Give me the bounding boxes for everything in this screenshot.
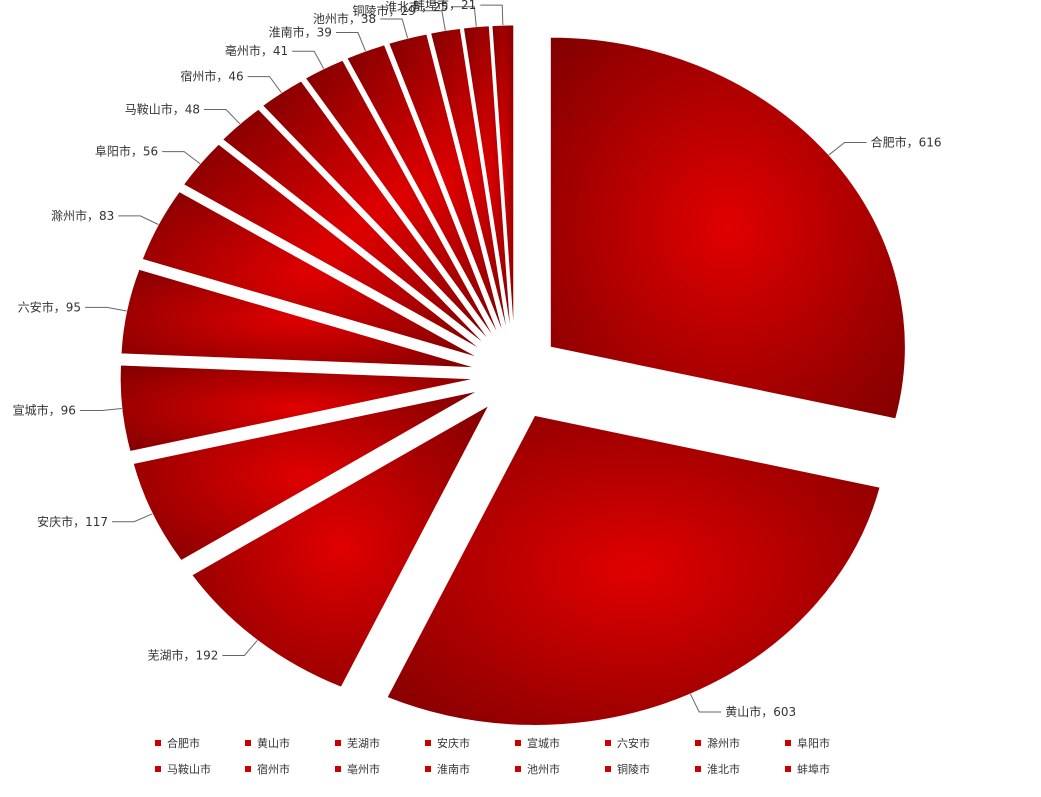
leader-line: [162, 151, 201, 165]
slice-label: 淮南市，39: [269, 25, 332, 40]
legend-item[interactable]: 六安市: [605, 736, 650, 750]
pie-slice[interactable]: [191, 404, 491, 688]
legend-label: 合肥市: [167, 736, 200, 750]
legend-marker: [605, 740, 611, 746]
legend-marker: [155, 766, 161, 772]
slice-label: 池州市，38: [313, 11, 376, 26]
legend-item[interactable]: 阜阳市: [785, 736, 830, 750]
legend-item[interactable]: 淮北市: [695, 762, 740, 776]
legend-item[interactable]: 马鞍山市: [155, 762, 211, 776]
leader-lines: [79, 4, 867, 713]
legend-label: 芜湖市: [347, 736, 380, 750]
legend-label: 池州市: [527, 762, 560, 776]
legend-label: 亳州市: [347, 762, 380, 776]
legend-item[interactable]: 亳州市: [335, 762, 380, 776]
legend-item[interactable]: 安庆市: [425, 736, 470, 750]
slice-labels: 合肥市，616 黄山市，603 芜湖市，192 安庆市，117 宣城市，96 六安市，95…: [13, 0, 942, 719]
slice-label: 阜阳市，56: [95, 144, 158, 159]
legend-item[interactable]: 铜陵市: [605, 762, 650, 776]
legend-label: 阜阳市: [797, 736, 830, 750]
leader-line: [292, 50, 325, 69]
legend-item[interactable]: 合肥市: [155, 736, 200, 750]
leader-line: [828, 142, 867, 156]
legend-marker: [785, 766, 791, 772]
leader-line: [247, 76, 282, 94]
slice-label: 黄山市，603: [725, 704, 796, 719]
legend-marker: [335, 740, 341, 746]
legend-label: 马鞍山市: [167, 762, 211, 776]
pie-slice[interactable]: [549, 36, 906, 420]
legend-label: 六安市: [617, 736, 650, 750]
pie-slice[interactable]: [119, 364, 476, 453]
legend-label: 宿州市: [257, 762, 290, 776]
leader-line: [335, 32, 366, 52]
legend-label: 宣城市: [527, 736, 560, 750]
legend-label: 淮南市: [437, 762, 470, 776]
pie-slice[interactable]: [120, 268, 476, 369]
leader-line: [689, 693, 722, 713]
legend-item[interactable]: 滁州市: [695, 736, 740, 750]
pie-slice[interactable]: [462, 25, 512, 336]
legend-item[interactable]: 芜湖市: [335, 736, 380, 750]
leader-line: [203, 108, 241, 125]
slice-label: 芜湖市，192: [147, 648, 218, 663]
slice-label: 亳州市，41: [225, 43, 288, 58]
slice-label: 合肥市，616: [871, 135, 942, 150]
legend-label: 蚌埠市: [797, 762, 830, 776]
slice-label: 宣城市，96: [13, 402, 76, 417]
slice-label: 蚌埠市，21: [413, 0, 476, 12]
legend-label: 淮北市: [707, 762, 740, 776]
legend-marker: [425, 740, 431, 746]
legend-item[interactable]: 宿州市: [245, 762, 290, 776]
leader-line: [79, 408, 122, 411]
leader-line: [380, 18, 409, 39]
legend-marker: [605, 766, 611, 772]
legend-item[interactable]: 宣城市: [515, 736, 560, 750]
pie-slice[interactable]: [182, 143, 484, 352]
legend-label: 铜陵市: [617, 762, 650, 776]
legend-marker: [695, 740, 701, 746]
slice-label: 宿州市，46: [180, 69, 243, 84]
pie-slice[interactable]: [429, 27, 509, 336]
legend-item[interactable]: 黄山市: [245, 736, 290, 750]
leader-line: [452, 6, 477, 27]
legend-item[interactable]: 蚌埠市: [785, 762, 830, 776]
legend-marker: [515, 740, 521, 746]
leader-line: [222, 640, 258, 657]
slices-layer: [119, 24, 906, 726]
legend-label: 安庆市: [437, 736, 470, 750]
legend-marker: [425, 766, 431, 772]
legend-marker: [515, 766, 521, 772]
pie-slice[interactable]: [386, 414, 881, 726]
slice-label: 淮北市，25: [385, 0, 448, 14]
leader-line: [84, 306, 127, 312]
legend-marker: [245, 766, 251, 772]
leader-line: [112, 513, 153, 523]
legend-label: 滁州市: [707, 736, 740, 750]
pie-slice[interactable]: [346, 44, 501, 339]
slice-label: 马鞍山市，48: [125, 101, 200, 116]
legend-marker: [785, 740, 791, 746]
slice-label: 铜陵市，29: [353, 3, 416, 18]
pie-slice[interactable]: [388, 33, 505, 337]
legend-item[interactable]: 淮南市: [425, 762, 470, 776]
legend-label: 黄山市: [257, 736, 290, 750]
leader-line: [118, 215, 159, 225]
leader-line: [480, 4, 504, 26]
legend-marker: [695, 766, 701, 772]
slice-label: 安庆市，117: [37, 514, 108, 529]
legend-item[interactable]: 池州市: [515, 762, 560, 776]
slice-label: 滁州市，83: [51, 208, 114, 223]
legend-marker: [335, 766, 341, 772]
slice-label: 六安市，95: [18, 299, 81, 314]
legend-marker: [155, 740, 161, 746]
leader-line: [419, 10, 446, 31]
legend-marker: [245, 740, 251, 746]
